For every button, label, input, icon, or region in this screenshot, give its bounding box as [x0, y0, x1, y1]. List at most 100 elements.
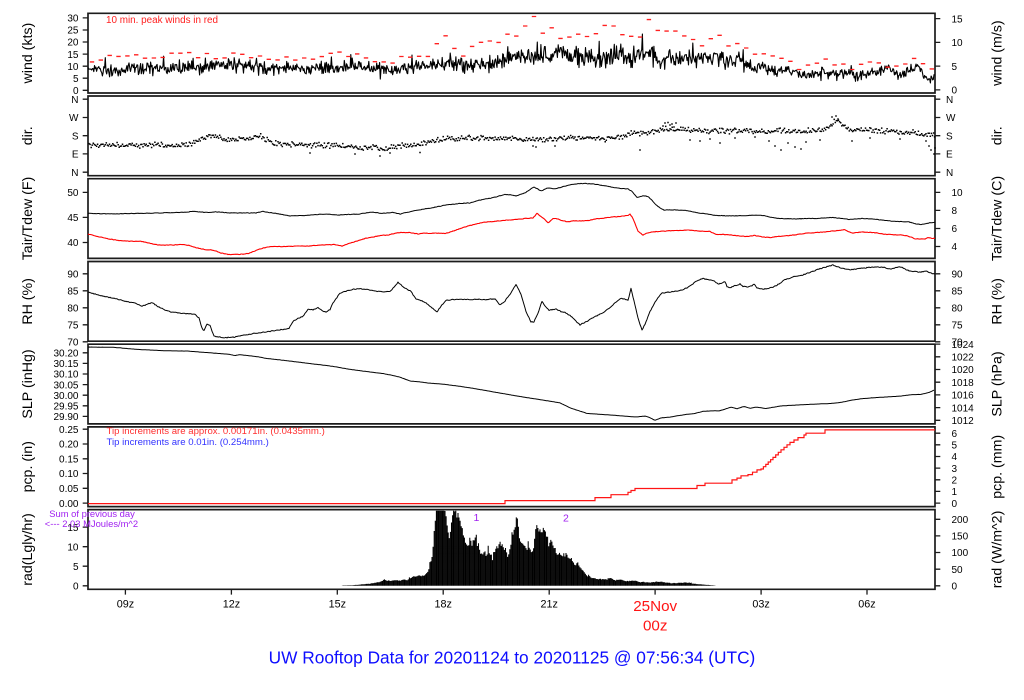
svg-text:25: 25 — [67, 26, 79, 37]
svg-text:W: W — [946, 113, 956, 124]
svg-text:1022: 1022 — [952, 353, 975, 364]
svg-text:N: N — [946, 168, 953, 179]
svg-text:50: 50 — [952, 565, 964, 576]
svg-text:29.95: 29.95 — [53, 402, 78, 413]
svg-text:70: 70 — [67, 338, 79, 349]
svg-text:8: 8 — [952, 206, 958, 217]
svg-text:10: 10 — [67, 542, 79, 553]
svg-text:SLP (hPa): SLP (hPa) — [990, 351, 1006, 416]
svg-text:30.00: 30.00 — [53, 391, 78, 402]
svg-text:75: 75 — [67, 321, 79, 332]
svg-text:0.15: 0.15 — [59, 455, 79, 466]
svg-text:5: 5 — [952, 441, 958, 452]
svg-text:80: 80 — [67, 304, 79, 315]
svg-text:85: 85 — [67, 287, 79, 298]
svg-text:0: 0 — [952, 499, 958, 510]
svg-text:21z: 21z — [540, 599, 557, 611]
svg-text:30.05: 30.05 — [53, 380, 78, 391]
svg-text:10: 10 — [67, 62, 79, 73]
svg-text:45: 45 — [67, 213, 79, 224]
svg-text:pcp. (in): pcp. (in) — [20, 441, 36, 492]
svg-text:wind (kts): wind (kts) — [20, 23, 36, 85]
svg-text:dir.: dir. — [20, 126, 36, 145]
svg-text:0.20: 0.20 — [59, 440, 79, 451]
svg-text:wind (m/s): wind (m/s) — [990, 20, 1006, 86]
svg-text:1014: 1014 — [952, 403, 975, 414]
svg-text:0: 0 — [73, 86, 79, 97]
svg-text:30.20: 30.20 — [53, 349, 78, 360]
svg-text:2: 2 — [952, 476, 958, 487]
svg-text:29.90: 29.90 — [53, 412, 78, 423]
svg-text:Tair/Tdew (C): Tair/Tdew (C) — [990, 176, 1006, 261]
svg-text:30.15: 30.15 — [53, 359, 78, 370]
svg-text:80: 80 — [952, 304, 964, 315]
svg-text:1: 1 — [952, 487, 958, 498]
svg-text:1016: 1016 — [952, 391, 975, 402]
svg-text:N: N — [946, 95, 953, 106]
svg-text:50: 50 — [67, 188, 79, 199]
svg-text:1012: 1012 — [952, 416, 975, 427]
svg-text:4: 4 — [952, 452, 958, 463]
svg-text:09z: 09z — [117, 599, 134, 611]
svg-text:25Nov: 25Nov — [633, 598, 677, 615]
svg-text:1: 1 — [474, 512, 480, 524]
svg-text:dir.: dir. — [990, 126, 1006, 145]
svg-text:S: S — [72, 131, 79, 142]
svg-text:30: 30 — [67, 14, 79, 25]
svg-text:10: 10 — [952, 38, 964, 49]
svg-text:W: W — [69, 113, 79, 124]
svg-text:30.10: 30.10 — [53, 370, 78, 381]
svg-text:<--- 2.03 MJoules/m^2: <--- 2.03 MJoules/m^2 — [45, 518, 138, 529]
svg-text:5: 5 — [73, 562, 79, 573]
svg-text:N: N — [71, 168, 78, 179]
svg-text:Sum of previous day: Sum of previous day — [49, 508, 135, 519]
svg-text:15z: 15z — [329, 599, 346, 611]
svg-text:E: E — [946, 150, 953, 161]
svg-text:0: 0 — [73, 582, 79, 593]
svg-text:15: 15 — [67, 50, 79, 61]
svg-text:90: 90 — [952, 270, 964, 281]
svg-text:6: 6 — [952, 429, 958, 440]
svg-text:Tip increments are 0.01in. (0.: Tip increments are 0.01in. (0.254mm.) — [107, 437, 269, 448]
svg-text:40: 40 — [67, 238, 79, 249]
svg-text:RH (%): RH (%) — [20, 278, 36, 325]
svg-text:03z: 03z — [752, 599, 769, 611]
svg-text:1020: 1020 — [952, 365, 975, 376]
svg-text:rad (W/m^2): rad (W/m^2) — [990, 511, 1006, 589]
svg-text:rad(Lgly/hr): rad(Lgly/hr) — [20, 513, 36, 586]
svg-text:UW Rooftop Data for 20201124: UW Rooftop Data for 20201124 to 20201125… — [269, 648, 756, 668]
svg-text:15: 15 — [952, 14, 964, 25]
svg-text:5: 5 — [73, 74, 79, 85]
svg-text:0.25: 0.25 — [59, 425, 79, 436]
svg-text:SLP (inHg): SLP (inHg) — [20, 349, 36, 418]
svg-text:06z: 06z — [858, 599, 875, 611]
svg-text:0: 0 — [952, 582, 958, 593]
svg-text:3: 3 — [952, 464, 958, 475]
svg-text:0.05: 0.05 — [59, 484, 79, 495]
svg-text:0: 0 — [952, 86, 958, 97]
svg-text:90: 90 — [67, 270, 79, 281]
svg-text:5: 5 — [952, 62, 958, 73]
svg-text:00z: 00z — [643, 618, 668, 635]
svg-text:12z: 12z — [223, 599, 240, 611]
svg-text:20: 20 — [67, 38, 79, 49]
svg-text:85: 85 — [952, 287, 964, 298]
svg-text:0.10: 0.10 — [59, 469, 79, 480]
svg-text:15: 15 — [67, 523, 79, 534]
svg-text:6: 6 — [952, 224, 958, 235]
svg-text:1018: 1018 — [952, 378, 975, 389]
svg-text:2: 2 — [563, 513, 569, 525]
svg-text:0.00: 0.00 — [59, 499, 79, 510]
svg-text:4: 4 — [952, 242, 958, 253]
svg-text:150: 150 — [952, 532, 969, 543]
svg-text:10: 10 — [952, 188, 964, 199]
svg-text:200: 200 — [952, 515, 969, 526]
svg-text:100: 100 — [952, 548, 969, 559]
svg-text:N: N — [71, 95, 78, 106]
svg-text:S: S — [946, 131, 953, 142]
svg-text:10 min. peak winds in red: 10 min. peak winds in red — [106, 15, 218, 26]
svg-text:Tip increments are approx. 0.0: Tip increments are approx. 0.00171in. (0… — [107, 426, 325, 437]
svg-text:1024: 1024 — [952, 340, 975, 351]
svg-text:70: 70 — [952, 338, 964, 349]
svg-text:75: 75 — [952, 321, 964, 332]
